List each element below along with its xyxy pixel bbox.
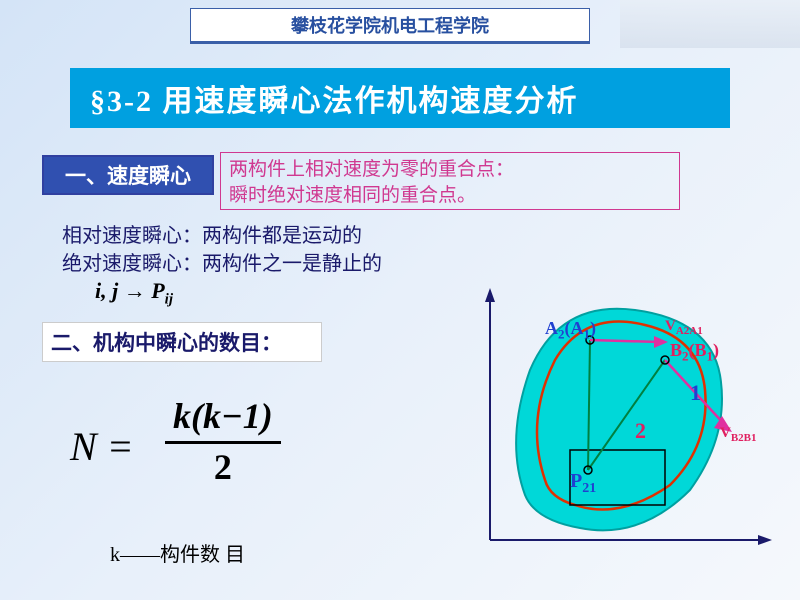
label-A2: A2(A1) bbox=[545, 318, 596, 343]
formula-n-left: N = bbox=[70, 423, 134, 470]
label-P21: P21 bbox=[570, 470, 596, 497]
formula-n: N = k(k−1) 2 bbox=[70, 395, 350, 485]
label-1: 1 bbox=[690, 380, 701, 406]
section-1-label: 一、速度瞬心 bbox=[65, 160, 191, 190]
formula-numerator: k(k−1) bbox=[165, 395, 281, 444]
section-2-label: 二、机构中瞬心的数目： bbox=[51, 327, 282, 357]
section-2-header: 二、机构中瞬心的数目： bbox=[42, 322, 322, 362]
formula-denominator: 2 bbox=[165, 444, 281, 488]
definition-box: 两构件上相对速度为零的重合点： 瞬时绝对速度相同的重合点。 bbox=[220, 152, 680, 210]
formula-n-fraction: k(k−1) 2 bbox=[165, 395, 281, 488]
header-building-image bbox=[620, 0, 800, 48]
institution-bar: 攀枝花学院机电工程学院 bbox=[190, 8, 590, 44]
definition-line-1: 两构件上相对速度为零的重合点： bbox=[229, 157, 671, 183]
label-2: 2 bbox=[635, 418, 646, 444]
formula-ij: i, j → Pij bbox=[95, 278, 173, 308]
main-title-text: §3-2 用速度瞬心法作机构速度分析 bbox=[90, 76, 579, 120]
label-VB2B1: VB2B1 bbox=[720, 425, 757, 444]
k-definition: k——构件数 目 bbox=[110, 538, 245, 567]
velocity-diagram: A2(A1) VA2A1 B2(B1) 1 2 VB2B1 P21 bbox=[470, 280, 780, 570]
body-line-2: 绝对速度瞬心：两构件之一是静止的 bbox=[62, 250, 382, 278]
label-B2: B2(B1) bbox=[670, 340, 719, 365]
definition-line-2: 瞬时绝对速度相同的重合点。 bbox=[229, 183, 671, 209]
institution-text: 攀枝花学院机电工程学院 bbox=[291, 12, 489, 38]
main-title-bar: §3-2 用速度瞬心法作机构速度分析 bbox=[70, 68, 730, 128]
body-line-1: 相对速度瞬心：两构件都是运动的 bbox=[62, 222, 362, 250]
label-VA2A1: VA2A1 bbox=[665, 318, 703, 337]
section-1-header: 一、速度瞬心 bbox=[42, 155, 214, 195]
